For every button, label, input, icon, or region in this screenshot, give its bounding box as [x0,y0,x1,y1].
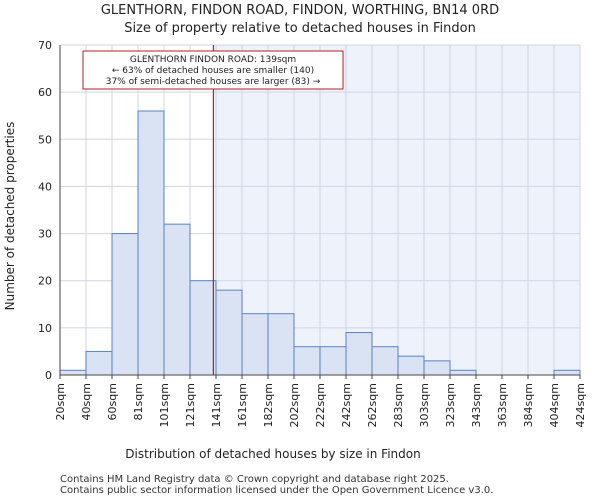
bar-101sqm [163,223,191,376]
x-tick-label: 343sqm [470,383,483,427]
annotation-box [82,50,344,90]
x-tick-label: 182sqm [262,383,275,427]
chart-title: GLENTHORN, FINDON ROAD, FINDON, WORTHING… [100,3,500,18]
x-tick-label: 424sqm [574,383,587,427]
bar-202sqm [293,346,321,376]
x-tick-label: 141sqm [210,383,223,427]
bar-404sqm [553,369,581,376]
x-tick-label: 60sqm [106,383,119,420]
x-tick-label: 161sqm [236,383,249,427]
x-tick-label: 242sqm [340,383,353,427]
annotation-line-2: ← 63% of detached houses are smaller (14… [112,66,314,76]
y-tick-label: 40 [38,180,52,193]
x-tick-label: 222sqm [314,383,327,427]
y-tick-label: 0 [45,369,52,382]
bar-222sqm [319,346,347,376]
bar-303sqm [423,360,451,376]
chart-subtitle: Size of property relative to detached ho… [124,21,476,36]
x-tick-label: 262sqm [366,383,379,427]
x-tick-label: 323sqm [444,383,457,427]
y-tick-label: 60 [38,86,52,99]
bar-161sqm [241,313,269,376]
y-tick-label: 50 [38,133,52,146]
footer-line-2: Contains public sector information licen… [60,485,494,496]
x-tick-label: 202sqm [288,383,301,427]
bar-182sqm [267,313,295,376]
x-tick-label: 121sqm [184,383,197,427]
bar-20sqm [59,369,87,376]
x-tick-label: 20sqm [54,383,67,420]
y-axis-label: Number of detached properties [3,122,17,311]
x-tick-label: 384sqm [522,383,535,427]
x-tick-label: 81sqm [132,383,145,420]
bar-60sqm [111,233,139,376]
x-tick-label: 40sqm [80,383,93,420]
bar-262sqm [371,346,399,376]
y-tick-label: 30 [38,228,52,241]
x-tick-label: 303sqm [418,383,431,427]
x-tick-label: 283sqm [392,383,405,427]
y-tick-label: 10 [38,322,52,335]
bar-81sqm [137,110,165,376]
bar-141sqm [215,289,243,376]
annotation-line-1: GLENTHORN FINDON ROAD: 139sqm [130,55,296,65]
bar-121sqm [189,280,217,376]
x-tick-label: 363sqm [496,383,509,427]
bar-283sqm [397,355,425,376]
x-axis-label: Distribution of detached houses by size … [125,447,420,461]
x-tick-label: 404sqm [548,383,561,427]
y-tick-label: 20 [38,275,52,288]
x-tick-label: 101sqm [158,383,171,427]
bar-323sqm [449,369,477,376]
bar-40sqm [85,350,113,376]
bar-242sqm [345,332,373,376]
annotation-line-3: 37% of semi-detached houses are larger (… [106,77,321,87]
footer-line-1: Contains HM Land Registry data © Crown c… [60,474,449,485]
y-tick-label: 70 [38,39,52,52]
